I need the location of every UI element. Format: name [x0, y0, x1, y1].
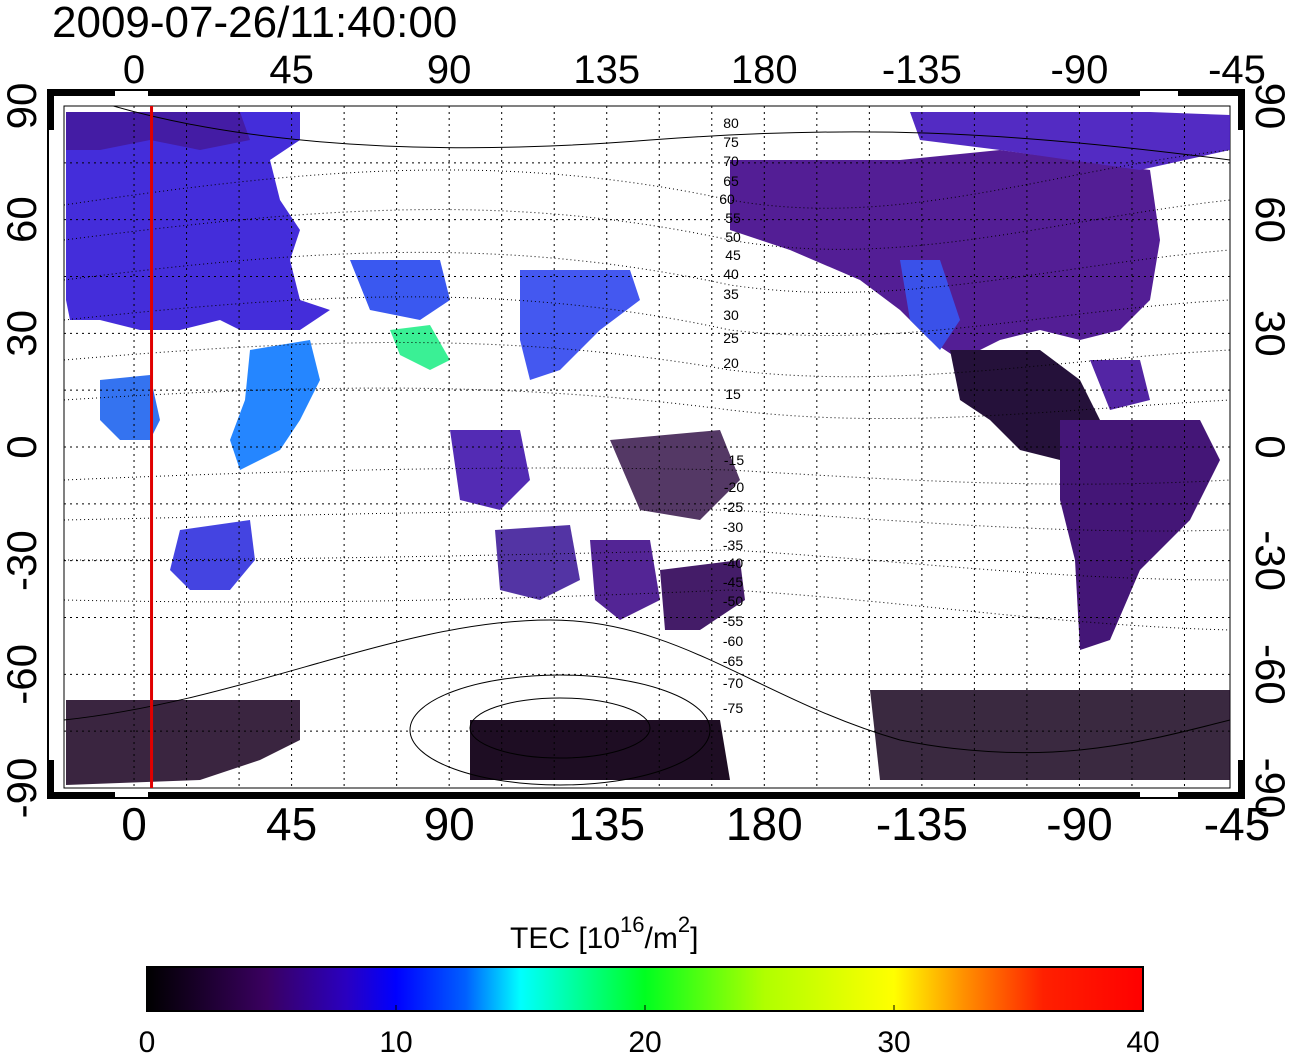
contour-label: -25 [723, 499, 743, 515]
tec-data-patches [66, 112, 1230, 785]
tec-patch-new-zealand [660, 560, 745, 630]
colorbar-tick-label: 0 [139, 1026, 156, 1057]
bottom-lon-tick-label: 90 [424, 798, 475, 850]
bottom-lon-tick-label: -90 [1046, 798, 1112, 850]
tec-patch-africa-south [170, 520, 255, 590]
bottom-lon-tick-label: -45 [1204, 798, 1270, 850]
tec-patch-antarctic-east [870, 690, 1230, 780]
contour-label: -55 [723, 613, 743, 629]
contour-label: 20 [723, 355, 739, 371]
contour-label: 75 [723, 134, 739, 150]
right-lat-tick-label: 0 [1247, 435, 1292, 458]
tec-patch-india-green [390, 325, 450, 370]
top-lon-tick-label: -45 [1208, 48, 1266, 92]
contour-label: 60 [719, 191, 735, 207]
tec-patch-antarctic-center [470, 720, 730, 780]
top-lon-tick-label: 135 [573, 48, 640, 92]
tec-patch-europe-north [66, 112, 250, 150]
tec-patch-south-pacific-scatter [610, 430, 740, 520]
left-lat-tick-label: 90 [0, 83, 45, 130]
colorbar-tick-label: 10 [379, 1026, 412, 1057]
bottom-lon-tick-label: 180 [726, 798, 803, 850]
tec-patch-greenland [910, 112, 1230, 170]
tec-patch-south-america [1060, 420, 1220, 650]
contour-label: 50 [725, 229, 741, 245]
tec-patch-antarctic-west [66, 700, 300, 785]
contour-label: -75 [723, 700, 743, 716]
tec-patch-middle-east [350, 260, 450, 320]
left-lat-tick-label: -60 [0, 644, 45, 705]
contour-label: 70 [723, 153, 739, 169]
contour-label: -65 [723, 653, 743, 669]
top-lon-tick-label: 90 [427, 48, 472, 92]
colorbar-tick-label: 40 [1126, 1026, 1159, 1057]
contour-label: 40 [723, 266, 739, 282]
tec-patch-europe [66, 112, 330, 330]
contour-label: 30 [723, 307, 739, 323]
bottom-lon-tick-label: 135 [568, 798, 645, 850]
tec-patch-pacific-s [590, 540, 660, 620]
contour-label: 45 [725, 247, 741, 263]
left-lat-tick-label: 60 [0, 196, 45, 243]
left-lat-tick-label: -30 [0, 530, 45, 591]
top-lon-tick-label: -135 [882, 48, 962, 92]
right-lat-tick-label: -60 [1247, 644, 1292, 705]
map-timestamp-title: 2009-07-26/11:40:00 [52, 0, 458, 47]
right-lat-tick-label: 60 [1247, 196, 1292, 243]
frame-tick-band [48, 90, 1244, 798]
contour-label: 35 [723, 286, 739, 302]
right-lat-tick-label: -90 [1247, 758, 1292, 819]
colorbar-tick-label: 20 [628, 1026, 661, 1057]
contour-label: 65 [723, 173, 739, 189]
contour-label: -35 [723, 537, 743, 553]
contour-label: 55 [725, 210, 741, 226]
contour-label: 25 [723, 330, 739, 346]
tec-patch-africa-east [230, 340, 320, 470]
bottom-lon-tick-label: 45 [266, 798, 317, 850]
contour-label: 80 [723, 115, 739, 131]
top-lon-tick-label: 0 [123, 48, 145, 92]
tec-patch-se-asia [450, 430, 530, 510]
contour-label: -70 [723, 675, 743, 691]
colorbar: TEC [1016/m2] 0 10 20 30 40 [139, 912, 1160, 1057]
colorbar-ticks: 0 10 20 30 40 [139, 1005, 1160, 1057]
tec-patch-china [520, 270, 640, 380]
tec-patch-north-america [730, 150, 1160, 360]
left-lat-tick-label: 30 [0, 310, 45, 357]
right-lat-tick-label: 30 [1247, 310, 1292, 357]
contour-label-group: 80 75 70 65 60 55 50 45 40 35 30 25 20 15 -15 -20 -25 -30… [719, 115, 744, 716]
right-lat-tick-label: 90 [1247, 83, 1292, 130]
axis-label-group: 0 45 90 135 180 -135 -90 -450 45 90 135 180 -135 -90-… [0, 48, 1292, 850]
tec-patch-caribbean [1090, 360, 1150, 410]
tec-patch-na-west [900, 260, 960, 350]
contour-label: -15 [724, 452, 744, 468]
contour-label: -45 [723, 574, 743, 590]
bottom-lon-tick-label: -135 [876, 798, 968, 850]
contour-label: -40 [723, 555, 743, 571]
contour-label: -20 [724, 479, 744, 495]
top-lon-tick-label: 180 [731, 48, 798, 92]
contour-label: -30 [723, 519, 743, 535]
contour-label: -50 [723, 593, 743, 609]
geomagnetic-contours [64, 149, 1230, 631]
colorbar-tick-label: 30 [877, 1026, 910, 1057]
contour-label: 15 [725, 386, 741, 402]
contour-label: -60 [723, 633, 743, 649]
map-graticule [64, 106, 1230, 788]
colorbar-title: TEC [1016/m2] [510, 912, 698, 955]
polar-contours [64, 106, 1230, 786]
tec-patch-australia [495, 525, 580, 600]
bottom-lon-tick-label: 0 [121, 798, 147, 850]
left-lat-tick-label: 0 [0, 435, 45, 458]
top-lon-tick-label: 45 [269, 48, 314, 92]
tec-patch-africa-west [100, 375, 160, 440]
left-lat-tick-label: -90 [0, 758, 45, 819]
colorbar-gradient [146, 966, 1144, 1012]
top-lon-tick-label: -90 [1051, 48, 1109, 92]
right-lat-tick-label: -30 [1247, 530, 1292, 591]
